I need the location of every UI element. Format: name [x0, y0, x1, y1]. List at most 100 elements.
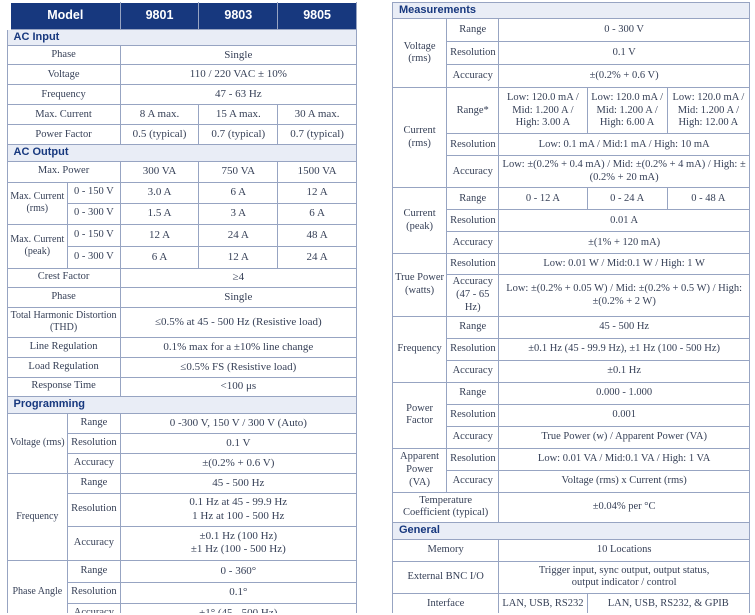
spec-value-cell: ±0.04% per °C	[498, 491, 750, 523]
spec-value-cell: Low: 120.0 mA / Mid: 1.200 A / High: 12.…	[666, 87, 750, 135]
spec-sublabel-cell: Range	[446, 187, 500, 211]
spec-sublabel-cell: Resolution	[446, 447, 500, 471]
spec-sublabel-cell: Accuracy	[446, 155, 500, 189]
spec-sublabel-cell: Accuracy	[446, 425, 500, 449]
spec-sublabel-cell: Range	[67, 472, 121, 494]
spec-sublabel-cell: Resolution	[446, 253, 500, 276]
spec-value-cell: Low: 0.01 VA / Mid:0.1 VA / High: 1 VA	[498, 447, 750, 471]
spec-value-line: ±0.1 Hz (100 Hz)	[199, 529, 278, 542]
spec-value-cell: 3 A	[198, 202, 279, 225]
spec-sublabel-cell: 0 - 150 V	[67, 181, 121, 204]
spec-value-cell: 0.1 V	[498, 41, 750, 66]
spec-value-cell: 12 A	[198, 245, 279, 269]
spec-value-cell: 3.0 A	[119, 181, 200, 204]
spec-sublabel-cell: Resolution	[446, 41, 500, 66]
spec-label-cell: Frequency	[392, 315, 448, 383]
spec-sublabel-cell: Accuracy	[67, 525, 121, 561]
spec-value-cell: 1.5 A	[119, 202, 200, 225]
spec-value-cell: 0.000 - 1.000	[498, 381, 750, 405]
spec-label-cell: Line Regulation	[6, 336, 121, 358]
spec-sublabel-cell: Range	[446, 18, 500, 43]
spec-label-cell: Voltage (rms)	[6, 412, 69, 474]
spec-label-cell: Frequency	[6, 84, 121, 106]
spec-sublabel-cell: Resolution	[446, 209, 500, 233]
spec-label-cell: Power Factor	[392, 381, 448, 449]
spec-label-cell: Max. Current (peak)	[6, 223, 69, 269]
spec-value-cell: Low: 0.1 mA / Mid:1 mA / High: 10 mA	[498, 133, 750, 157]
spec-value-cell: ≥4	[119, 267, 357, 288]
spec-value-cell: 0 - 360°	[119, 559, 357, 583]
section-header-ac-output: AC Output	[6, 144, 357, 162]
spec-value-cell: ±(0.2% + 0.6 V)	[119, 452, 357, 474]
section-header-measurements: Measurements	[392, 2, 750, 20]
spec-sublabel-cell: 0 - 300 V	[67, 202, 121, 225]
spec-value-cell: Single	[119, 45, 357, 66]
spec-value-cell: Trigger input, sync output, output statu…	[498, 560, 750, 594]
spec-value-cell: 0 - 12 A	[498, 187, 588, 211]
spec-value-cell: ±0.1 Hz	[498, 359, 750, 383]
spec-value-line: Trigger input, sync output, output statu…	[538, 564, 710, 576]
spec-value-line: ±1 Hz (100 - 500 Hz)	[190, 543, 286, 556]
spec-value-cell: 6 A	[119, 245, 200, 269]
spec-label-cell: Max. Current (rms)	[6, 181, 69, 225]
spec-label-cell: Response Time	[6, 376, 121, 397]
spec-value-cell: 110 / 220 VAC ± 10%	[119, 64, 357, 86]
model-header-row: Model 9801 9803 9805	[3, 2, 357, 30]
model-9803-header: 9803	[198, 2, 279, 30]
spec-value-cell: 12 A	[119, 223, 200, 247]
measurements-table: Measurements Voltage (rms) Range 0 - 300…	[392, 2, 750, 613]
spec-label-cell: Load Regulation	[6, 356, 121, 378]
spec-sublabel-cell: Resolution	[446, 403, 500, 427]
spec-label-cell: Total Harmonic Distortion (THD)	[6, 306, 121, 338]
spec-label-cell: Phase Angle	[6, 559, 69, 613]
spec-value-cell: LAN, USB, RS232	[498, 592, 588, 613]
spec-value-cell: 47 - 63 Hz	[119, 84, 357, 106]
spec-value-cell: 45 - 500 Hz	[119, 472, 357, 494]
spec-value-cell: 0.1% max for a ±10% line change	[119, 336, 357, 358]
spec-label-cell: Memory	[392, 538, 500, 562]
spec-value-line: output indicator / control	[571, 577, 677, 589]
spec-label-cell: Apparent Power (VA)	[392, 447, 448, 493]
spec-value-cell: 0.01 A	[498, 209, 750, 233]
spec-value-cell: Low: 120.0 mA / Mid: 1.200 A / High: 6.0…	[586, 87, 668, 135]
spec-value-cell: 48 A	[277, 223, 357, 247]
model-header-cell: Model	[3, 2, 121, 30]
spec-sublabel-cell: Resolution	[67, 492, 121, 527]
spec-label-cell: True Power (watts)	[392, 253, 448, 317]
spec-value-cell: 0.5 (typical)	[119, 124, 200, 146]
spec-sublabel-cell: Range	[446, 315, 500, 339]
spec-label-cell: Frequency	[6, 472, 69, 561]
spec-label-cell: Current (rms)	[392, 87, 448, 189]
spec-sublabel-cell: Range	[446, 381, 500, 405]
model-spec-table: Model 9801 9803 9805 AC Input Phase Sing…	[3, 2, 357, 613]
spec-value-cell: Low: ±(0.2% + 0.4 mA) / Mid: ±(0.2% + 4 …	[498, 155, 750, 189]
spec-value-cell: 45 - 500 Hz	[498, 315, 750, 339]
spec-value-cell: 1500 VA	[277, 160, 357, 183]
spec-sublabel-cell: Range	[67, 559, 121, 583]
spec-value-cell: 30 A max.	[277, 104, 357, 126]
spec-value-cell: 0.7 (typical)	[198, 124, 279, 146]
spec-value-cell: Low: 120.0 mA / Mid: 1.200 A / High: 3.0…	[498, 87, 588, 135]
right-spec-table-wrap: Measurements Voltage (rms) Range 0 - 300…	[392, 2, 750, 613]
spec-sublabel-cell: 0 - 150 V	[67, 223, 121, 247]
spec-label-cell: Temperature Coefficient (typical)	[392, 491, 500, 523]
spec-label-cell: Max. Current	[6, 104, 121, 126]
spec-label-cell: Power Factor	[6, 124, 121, 146]
spec-sublabel-cell: Resolution	[67, 581, 121, 604]
spec-sublabel-cell: Accuracy (47 - 65 Hz)	[446, 274, 500, 317]
spec-value-cell: Low: ±(0.2% + 0.05 W) / Mid: ±(0.2% + 0.…	[498, 274, 750, 317]
spec-sublabel-cell: Accuracy	[446, 359, 500, 383]
spec-sublabel-cell: Accuracy	[67, 602, 121, 613]
spec-value-cell: ±1° (45 - 500 Hz)	[119, 602, 357, 613]
spec-label-cell: Phase	[6, 286, 121, 308]
section-header-ac-input: AC Input	[6, 28, 357, 47]
left-spec-table-wrap: Model 9801 9803 9805 AC Input Phase Sing…	[3, 2, 357, 613]
spec-value-cell: ±(1% + 120 mA)	[498, 231, 750, 255]
spec-value-cell: 6 A	[277, 202, 357, 225]
spec-label-cell: Voltage	[6, 64, 121, 86]
spec-value-cell: LAN, USB, RS232, & GPIB	[586, 592, 750, 613]
spec-label-cell: Crest Factor	[6, 267, 121, 288]
spec-value-cell: 24 A	[198, 223, 279, 247]
spec-value-cell: 15 A max.	[198, 104, 279, 126]
